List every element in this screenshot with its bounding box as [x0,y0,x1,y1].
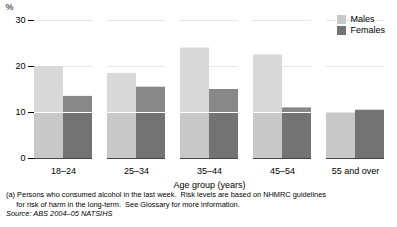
svg-text:30: 30 [15,15,25,25]
svg-text:0: 0 [20,153,25,163]
svg-text:%: % [6,2,14,12]
svg-text:20: 20 [15,61,25,71]
svg-text:45–54: 45–54 [270,166,295,176]
html-text:Females: Females [350,25,385,35]
html-text:Source: ABS 2004–05 NATSIHS: Source: ABS 2004–05 NATSIHS [6,209,113,218]
svg-text:Age group (years): Age group (years) [173,180,245,190]
svg-text:55 and over: 55 and over [332,166,380,176]
html-text:Males: Males [350,14,375,24]
html-text:for risk of harm in the long-t: for risk of harm in the long-term. See G… [6,199,240,209]
svg-text:10: 10 [15,107,25,117]
svg-text:18–24: 18–24 [51,166,76,176]
svg-text:25–34: 25–34 [124,166,149,176]
svg-text:35–44: 35–44 [197,166,222,176]
html-text:(a) Persons who consumed alcoh: (a) Persons who consumed alcohol in the … [6,190,326,199]
